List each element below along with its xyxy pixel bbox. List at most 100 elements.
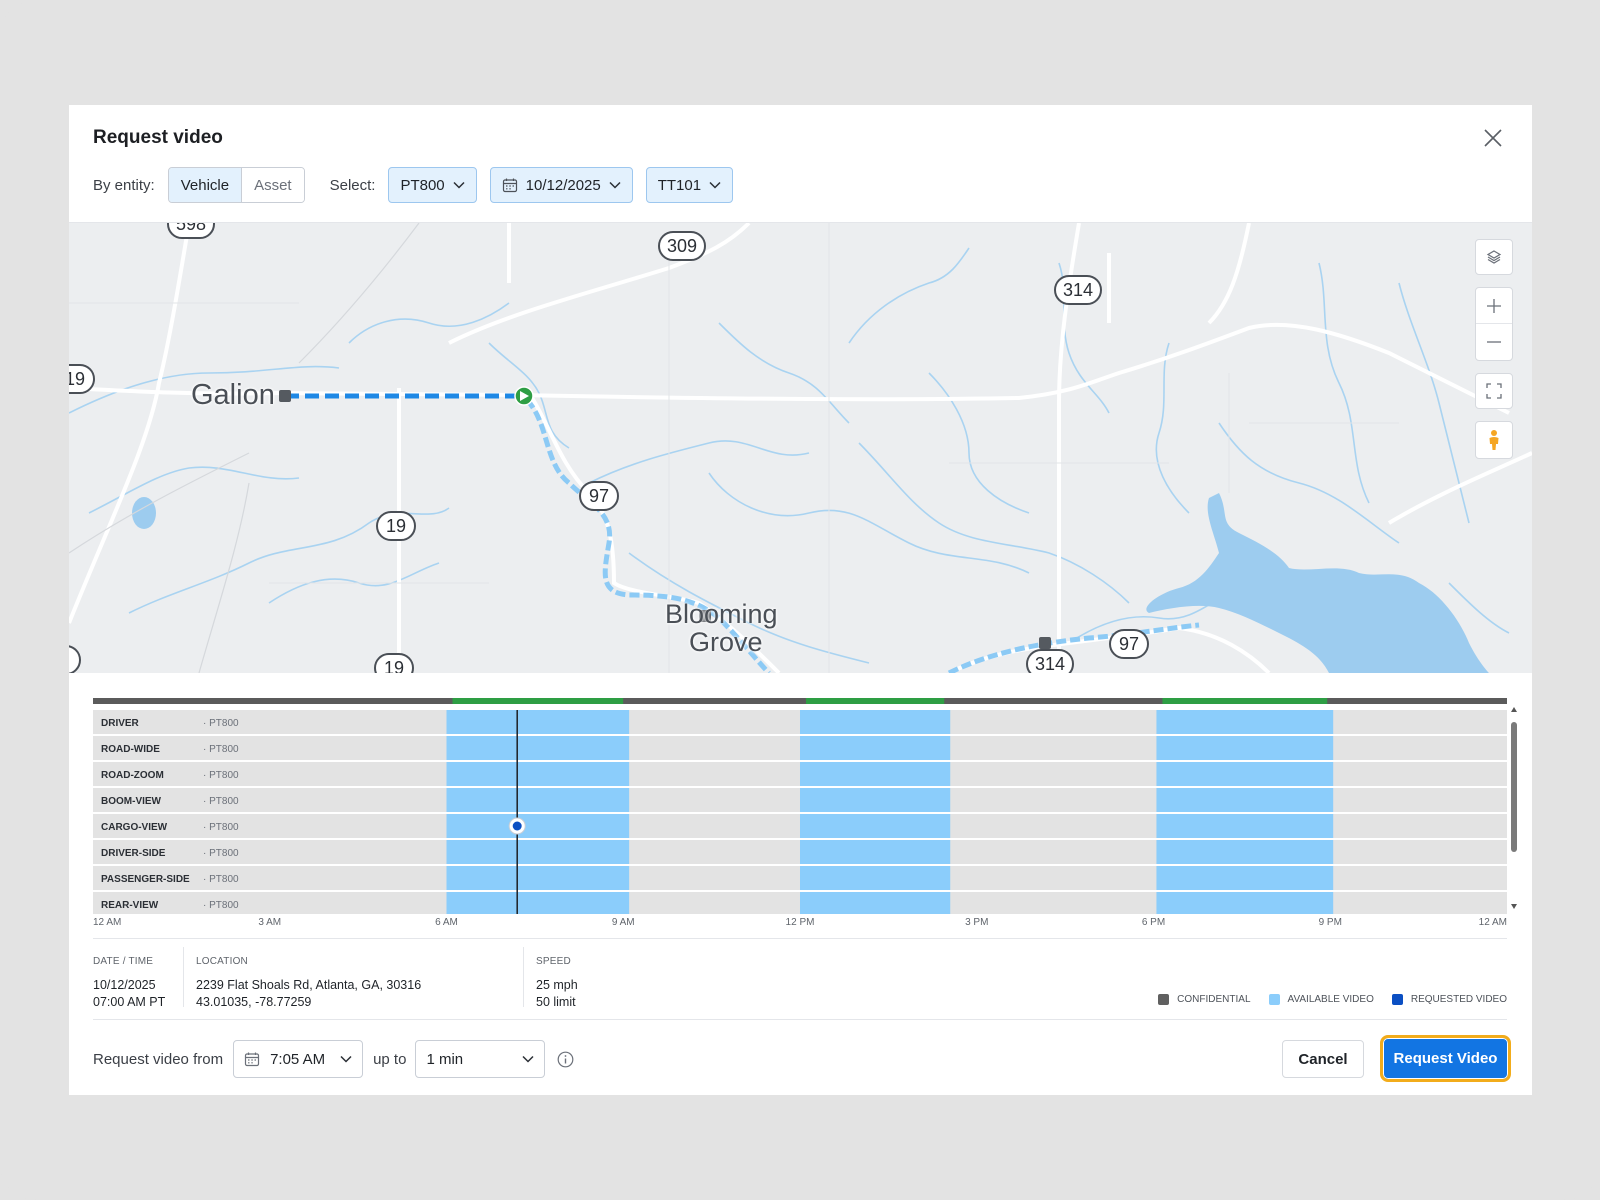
zoom-in-icon bbox=[1487, 298, 1501, 313]
scroll-up-icon[interactable] bbox=[1511, 707, 1517, 712]
axis-tick-label: 3 AM bbox=[258, 917, 282, 928]
trailer-dropdown[interactable]: TT101 bbox=[645, 167, 734, 203]
zoom-out-button[interactable] bbox=[1476, 324, 1512, 360]
duration-value: 1 min bbox=[426, 1050, 464, 1068]
request-video-button[interactable]: Request Video bbox=[1380, 1035, 1511, 1082]
available-video-block[interactable] bbox=[800, 788, 951, 812]
timeline-scrollbar[interactable] bbox=[1511, 722, 1517, 852]
duration-dropdown[interactable]: 1 min bbox=[415, 1040, 546, 1078]
available-video-block[interactable] bbox=[1156, 788, 1334, 812]
axis-tick-label: 12 PM bbox=[785, 917, 815, 928]
event-speed-limit: 50 limit bbox=[536, 995, 576, 1009]
camera-name: CARGO-VIEW bbox=[101, 822, 168, 833]
route-planned bbox=[525, 398, 771, 673]
camera-name: ROAD-ZOOM bbox=[101, 770, 164, 781]
dialog-header: Request video By entity: Vehicle Asset S… bbox=[69, 105, 1532, 223]
stop-marker[interactable] bbox=[699, 610, 711, 622]
available-video-block[interactable] bbox=[446, 762, 630, 786]
camera-name: BOOM-VIEW bbox=[101, 796, 162, 807]
available-video-block[interactable] bbox=[800, 710, 951, 734]
event-time: 07:00 AM PT bbox=[93, 995, 166, 1009]
available-video-block[interactable] bbox=[446, 892, 630, 914]
legend-item-confidential: CONFIDENTIAL bbox=[1158, 994, 1251, 1005]
event-address: 2239 Flat Shoals Rd, Atlanta, GA, 30316 bbox=[196, 978, 422, 992]
road-shield: 598 bbox=[167, 223, 215, 239]
map-canvas bbox=[69, 223, 1532, 673]
chevron-down-icon bbox=[340, 1055, 352, 1063]
entity-option-vehicle[interactable]: Vehicle bbox=[168, 168, 243, 202]
legend-label: AVAILABLE VIDEO bbox=[1287, 994, 1374, 1005]
up-to-label: up to bbox=[373, 1050, 407, 1068]
available-video-block[interactable] bbox=[1156, 710, 1334, 734]
close-button[interactable] bbox=[1480, 125, 1506, 151]
available-video-block[interactable] bbox=[800, 892, 951, 914]
available-video-block[interactable] bbox=[446, 840, 630, 864]
cancel-button[interactable]: Cancel bbox=[1282, 1040, 1364, 1078]
available-video-block[interactable] bbox=[446, 736, 630, 760]
available-video-block[interactable] bbox=[1156, 762, 1334, 786]
cursor-handle-dot bbox=[512, 821, 522, 831]
entity-option-asset[interactable]: Asset bbox=[242, 168, 304, 202]
entity-toggle: Vehicle Asset bbox=[167, 167, 305, 203]
available-video-block[interactable] bbox=[800, 736, 951, 760]
axis-tick-label: 6 PM bbox=[1141, 917, 1166, 928]
available-video-block[interactable] bbox=[800, 762, 951, 786]
available-video-block[interactable] bbox=[1156, 866, 1334, 890]
axis-tick-label: 3 PM bbox=[965, 917, 989, 928]
lake bbox=[1146, 493, 1489, 673]
trailer-value: TT101 bbox=[657, 176, 702, 194]
pond bbox=[132, 497, 156, 529]
map-place-label: Grove bbox=[689, 627, 763, 657]
route-planned-2 bbox=[947, 622, 1200, 673]
chevron-down-icon bbox=[453, 181, 465, 189]
legend-swatch bbox=[1268, 994, 1280, 1005]
route-map[interactable]: Galion Blooming Grove 309 314 19 19 19 9… bbox=[69, 223, 1532, 673]
scroll-down-icon[interactable] bbox=[1511, 904, 1517, 909]
street-view-icon bbox=[1489, 430, 1499, 450]
available-video-block[interactable] bbox=[1156, 814, 1334, 838]
available-video-block[interactable] bbox=[800, 840, 951, 864]
location-column: LOCATION 2239 Flat Shoals Rd, Atlanta, G… bbox=[196, 953, 421, 1011]
road-shield: 314 bbox=[1026, 649, 1074, 673]
timeline-axis: 12 AM 3 AM 6 AM 9 AM 12 PM 3 PM 6 PM 9 PM 12 AM bbox=[93, 917, 1507, 933]
speed-column: SPEED 25 mph 50 limit bbox=[536, 953, 578, 1011]
camera-name: DRIVER-SIDE bbox=[101, 848, 166, 859]
select-label: Select: bbox=[329, 176, 376, 194]
vehicle-dropdown[interactable]: PT800 bbox=[388, 167, 477, 203]
available-video-block[interactable] bbox=[446, 788, 630, 812]
start-time-picker[interactable]: 7:05 AM bbox=[233, 1040, 364, 1078]
available-video-block[interactable] bbox=[1156, 892, 1334, 914]
available-video-block[interactable] bbox=[446, 866, 630, 890]
camera-asset: · PT800 bbox=[203, 796, 239, 807]
date-picker[interactable]: 10/12/2025 bbox=[489, 167, 633, 203]
map-waterways bbox=[69, 247, 1510, 664]
available-video-block[interactable] bbox=[800, 814, 951, 838]
available-video-block[interactable] bbox=[1156, 840, 1334, 864]
fullscreen-button[interactable] bbox=[1475, 373, 1513, 409]
request-footer: Request video from 7:05 AM up to 1 min C… bbox=[93, 1035, 1511, 1082]
request-from-label: Request video from bbox=[93, 1050, 224, 1068]
zoom-in-button[interactable] bbox=[1476, 288, 1512, 324]
available-video-block[interactable] bbox=[800, 866, 951, 890]
speed-header: SPEED bbox=[536, 956, 571, 967]
camera-name: DRIVER bbox=[101, 718, 140, 729]
datetime-column: DATE / TIME 10/12/2025 07:00 AM PT bbox=[93, 953, 165, 1011]
layers-button[interactable] bbox=[1475, 239, 1513, 275]
close-icon bbox=[1484, 129, 1502, 147]
stop-marker[interactable] bbox=[1039, 637, 1051, 649]
info-icon[interactable] bbox=[557, 1051, 574, 1068]
street-view-button[interactable] bbox=[1475, 421, 1513, 459]
map-rail bbox=[69, 223, 420, 673]
stop-marker[interactable] bbox=[279, 390, 291, 402]
status-bar-segment bbox=[452, 698, 624, 704]
filter-toolbar: By entity: Vehicle Asset Select: PT800 1… bbox=[93, 167, 734, 203]
available-video-block[interactable] bbox=[446, 814, 630, 838]
road-shield: 97 bbox=[1109, 629, 1149, 659]
axis-tick-label: 6 AM bbox=[435, 917, 458, 928]
available-video-block[interactable] bbox=[446, 710, 630, 734]
available-video-block[interactable] bbox=[1156, 736, 1334, 760]
layers-icon bbox=[1486, 250, 1502, 264]
status-bar-segment bbox=[806, 698, 945, 704]
event-speed: 25 mph bbox=[536, 978, 578, 992]
camera-timeline[interactable]: DRIVER · PT800 ROAD-WIDE · PT800 ROAD-ZOOM · … bbox=[93, 692, 1517, 914]
